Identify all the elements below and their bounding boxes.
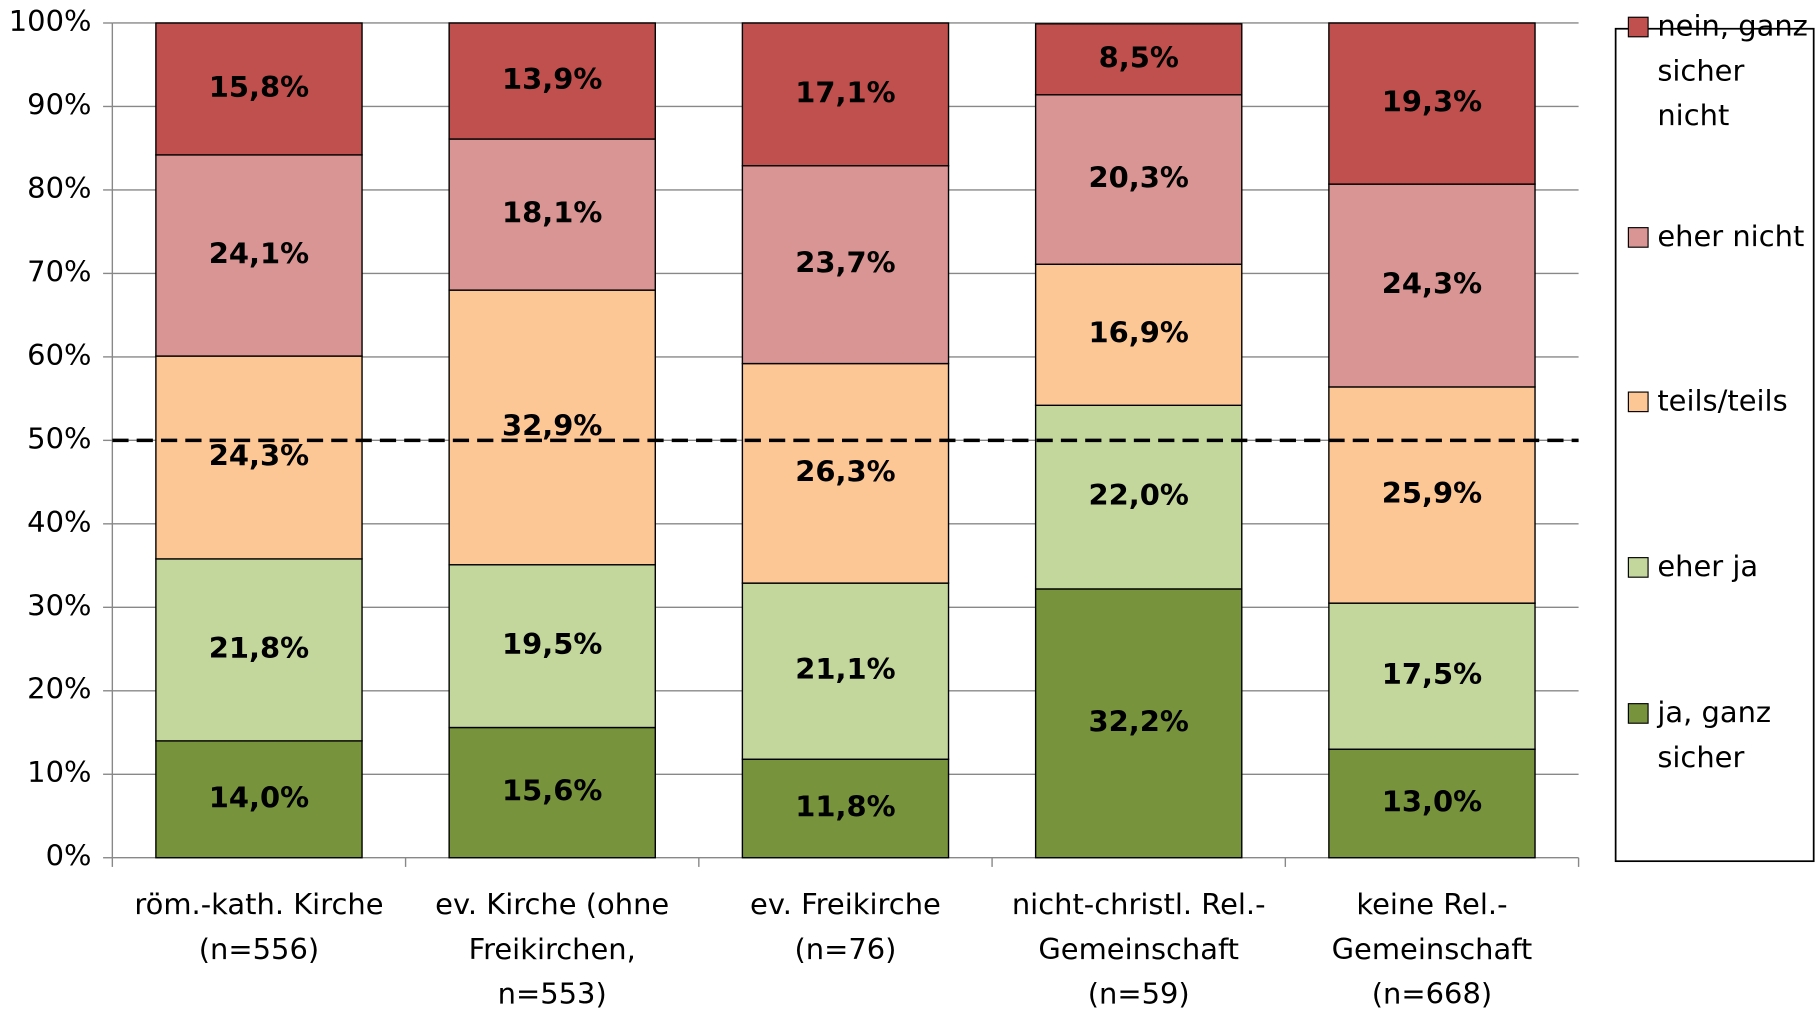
legend-swatch [1627, 391, 1649, 413]
bar-segment [741, 22, 950, 167]
legend-swatch [1627, 703, 1649, 724]
value-label: 21,8% [209, 631, 309, 665]
x-tick-label: keine Rel.-Gemeinschaft (n=668) [1332, 887, 1533, 1011]
bar-segment [1034, 23, 1243, 96]
bar-segment [1328, 386, 1536, 604]
value-label: 22,0% [1089, 478, 1189, 512]
bar-segment [448, 726, 656, 859]
y-tick-label: 0% [46, 839, 92, 873]
value-label: 16,9% [1089, 316, 1189, 350]
legend-swatch [1627, 16, 1649, 38]
y-tick-label: 40% [27, 505, 91, 539]
legend-box [1614, 27, 1815, 863]
bar-segment [1034, 588, 1243, 859]
x-tick-label: ev. Freikirche (n=76) [750, 887, 941, 966]
legend-label: eher ja [1657, 549, 1758, 583]
legend-label: teils/teils [1657, 383, 1787, 417]
value-label: 19,5% [502, 627, 602, 661]
value-label: 21,1% [795, 652, 895, 686]
value-label: 20,3% [1089, 161, 1189, 195]
value-label: 8,5% [1099, 40, 1179, 74]
bar-segment [155, 22, 363, 156]
bar-segment [1034, 263, 1243, 406]
value-label: 24,3% [209, 439, 309, 473]
value-label: 11,8% [795, 790, 895, 824]
value-label: 24,1% [209, 237, 309, 271]
bar-segment [1034, 94, 1243, 265]
value-label: 19,3% [1382, 85, 1482, 119]
legend-label: eher nicht [1657, 219, 1804, 253]
y-tick-label: 90% [27, 88, 91, 122]
y-tick-label: 70% [27, 254, 91, 288]
bar-segment [448, 22, 656, 140]
x-tick-label: nicht-christl. Rel.-Gemeinschaft (n=59) [1012, 887, 1266, 1011]
bar-segment [741, 758, 950, 859]
value-label: 25,9% [1382, 476, 1482, 510]
value-label: 15,6% [502, 774, 602, 808]
bar-segment [741, 165, 950, 365]
bar-segment [155, 740, 363, 859]
bar-segment [155, 558, 363, 742]
bar-segment [741, 362, 950, 584]
value-label: 26,3% [795, 454, 895, 488]
bar-segment [448, 138, 656, 291]
value-label: 14,0% [209, 780, 309, 814]
bar-segment [1328, 602, 1536, 750]
bar-segment [741, 582, 950, 760]
y-tick-label: 100% [9, 4, 92, 38]
y-tick-label: 20% [27, 672, 91, 706]
bar-segment [1328, 22, 1536, 185]
x-tick-label: ev. Kirche (ohne Freikirchen, n=553) [435, 887, 669, 1011]
value-label: 17,5% [1382, 657, 1482, 691]
y-tick-label: 10% [27, 755, 91, 789]
y-tick-label: 60% [27, 338, 91, 372]
bar-segment [155, 154, 363, 357]
value-label: 13,9% [502, 62, 602, 96]
bar-segment [155, 355, 363, 560]
legend-label: ja, ganz sicher [1656, 695, 1771, 774]
bar-segment [1034, 404, 1243, 590]
value-label: 32,2% [1089, 704, 1189, 738]
value-label: 17,1% [795, 75, 895, 109]
bar-segment [448, 289, 656, 566]
value-label: 23,7% [795, 246, 895, 280]
value-label: 32,9% [502, 408, 602, 442]
bar-segment [448, 564, 656, 729]
x-tick-label: röm.-kath. Kirche (n=556) [134, 887, 383, 966]
y-tick-label: 50% [27, 421, 91, 455]
y-tick-label: 80% [27, 171, 91, 205]
value-label: 18,1% [502, 196, 602, 230]
value-label: 24,3% [1382, 267, 1482, 301]
value-label: 13,0% [1382, 785, 1482, 819]
legend-swatch [1627, 557, 1649, 578]
y-tick-label: 30% [27, 588, 91, 622]
legend-swatch [1627, 227, 1649, 248]
legend-label: nein, ganz sicher nicht [1657, 9, 1808, 133]
value-label: 15,8% [209, 70, 309, 104]
